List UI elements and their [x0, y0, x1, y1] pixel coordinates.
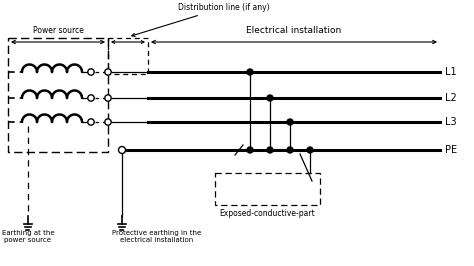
Circle shape — [105, 119, 111, 125]
Circle shape — [287, 147, 293, 153]
Circle shape — [88, 119, 94, 125]
Circle shape — [118, 147, 126, 153]
Text: L2: L2 — [445, 93, 457, 103]
Circle shape — [247, 69, 253, 75]
Circle shape — [287, 119, 293, 125]
Text: Exposed-conductive-part: Exposed-conductive-part — [219, 209, 315, 218]
Text: L3: L3 — [445, 117, 456, 127]
Bar — [108, 38, 148, 74]
Circle shape — [88, 95, 94, 101]
Circle shape — [105, 69, 111, 75]
Text: Earthing at the
power source: Earthing at the power source — [2, 230, 55, 243]
Text: L1: L1 — [445, 67, 456, 77]
Circle shape — [88, 69, 94, 75]
Text: PE: PE — [445, 145, 457, 155]
Circle shape — [105, 95, 111, 101]
Bar — [8, 38, 108, 152]
Circle shape — [267, 95, 273, 101]
Text: Power source: Power source — [33, 26, 83, 35]
Text: Protective earthing in the
electrical installation: Protective earthing in the electrical in… — [112, 230, 201, 243]
Circle shape — [247, 147, 253, 153]
Text: Electrical installation: Electrical installation — [246, 26, 342, 35]
Bar — [215, 173, 320, 205]
Circle shape — [267, 147, 273, 153]
Circle shape — [307, 147, 313, 153]
Text: Distribution line (if any): Distribution line (if any) — [132, 3, 270, 36]
